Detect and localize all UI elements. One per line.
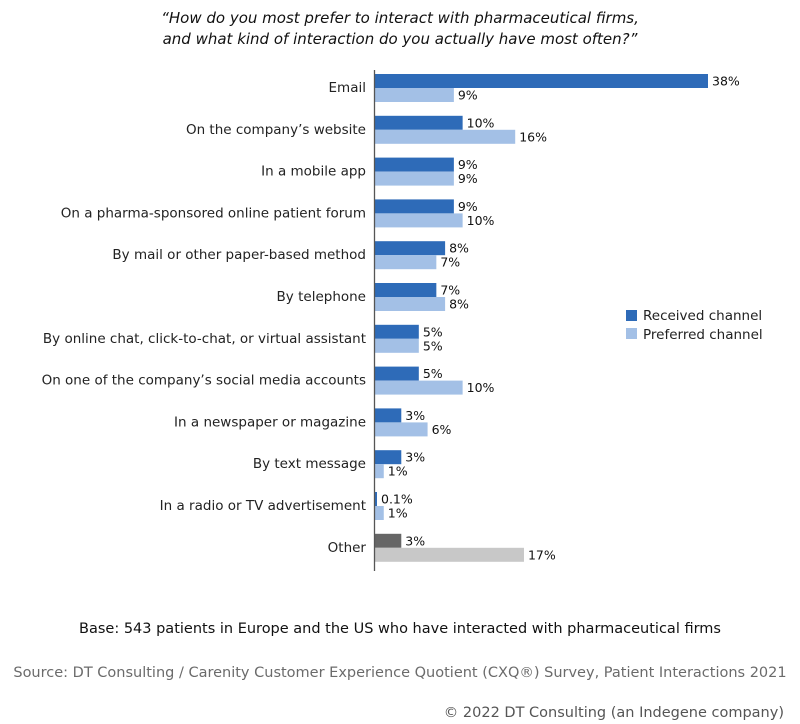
bar-preferred [375,213,463,228]
value-label-preferred: 16% [519,129,547,144]
bar-preferred [375,464,384,479]
value-label-received: 7% [440,283,460,298]
value-label-preferred: 10% [467,213,495,228]
bar-received [375,492,377,506]
bar-preferred [375,338,419,353]
value-label-received: 10% [467,115,495,130]
value-label-preferred: 5% [423,338,443,353]
category-label: On a pharma-sponsored online patient for… [61,205,366,221]
bar-preferred [375,171,454,186]
value-label-preferred: 6% [432,422,452,437]
value-label-preferred: 8% [449,297,469,312]
value-label-received: 8% [449,241,469,256]
category-label: In a newspaper or magazine [174,414,366,430]
value-label-received: 5% [423,366,443,381]
value-label-preferred: 1% [388,464,408,479]
value-label-preferred: 10% [467,380,495,395]
bar-received [375,115,463,130]
legend-swatch-preferred [626,328,637,339]
bar-received [375,533,402,548]
value-label-received: 9% [458,157,478,172]
value-label-received: 3% [405,450,425,465]
source-note: Source: DT Consulting / Carenity Custome… [13,665,787,681]
bar-preferred [375,380,463,395]
bar-preferred [375,297,446,311]
bar-received [375,241,446,256]
bar-preferred [375,255,437,270]
bar-preferred [375,506,384,520]
value-label-preferred: 9% [458,171,478,186]
value-label-received: 3% [405,533,425,548]
legend-label-received: Received channel [643,308,762,324]
bar-received [375,283,437,297]
chart-title-line-2: and what kind of interaction do you actu… [162,30,638,48]
bar-preferred [375,547,524,562]
category-label: On one of the company’s social media acc… [42,373,366,389]
bar-preferred [375,422,428,437]
bar-preferred [375,129,516,144]
chart-title-line-1: “How do you most prefer to interact with… [161,9,639,27]
bar-received [375,450,402,465]
category-label: Other [328,540,367,556]
chart-title: “How do you most prefer to interact with… [0,8,800,50]
category-label: On the company’s website [186,122,366,138]
bar-received [375,366,419,381]
category-label: By online chat, click-to-chat, or virtua… [43,331,366,347]
value-label-preferred: 7% [440,255,460,270]
category-label: Email [329,80,366,96]
value-label-received: 5% [423,324,443,339]
category-label: In a radio or TV advertisement [160,498,366,514]
value-label-preferred: 17% [528,547,556,562]
value-label-received: 38% [712,74,740,89]
base-note: Base: 543 patients in Europe and the US … [79,621,721,637]
legend: Received channel Preferred channel [626,308,763,343]
bar-chart: Email 38% 9% On the company’s website 10% 16%… [42,70,763,571]
bar-preferred [375,88,454,102]
bar-received [375,408,402,423]
value-label-received: 0.1% [381,492,413,507]
value-label-preferred: 1% [388,506,408,521]
bar-received [375,74,708,88]
category-label: By telephone [277,289,366,305]
bars-layer: Email 38% 9% On the company’s website 10% 16%… [42,74,740,563]
category-label: In a mobile app [261,164,366,180]
legend-label-preferred: Preferred channel [643,327,763,343]
category-label: By mail or other paper-based method [112,247,366,263]
bar-received [375,157,454,172]
value-label-received: 3% [405,408,425,423]
bar-received [375,199,454,214]
legend-swatch-received [626,310,637,321]
category-label: By text message [253,456,366,472]
value-label-received: 9% [458,199,478,214]
bar-received [375,324,419,339]
value-label-preferred: 9% [458,88,478,103]
copyright-note: © 2022 DT Consulting (an Indegene compan… [443,705,784,721]
